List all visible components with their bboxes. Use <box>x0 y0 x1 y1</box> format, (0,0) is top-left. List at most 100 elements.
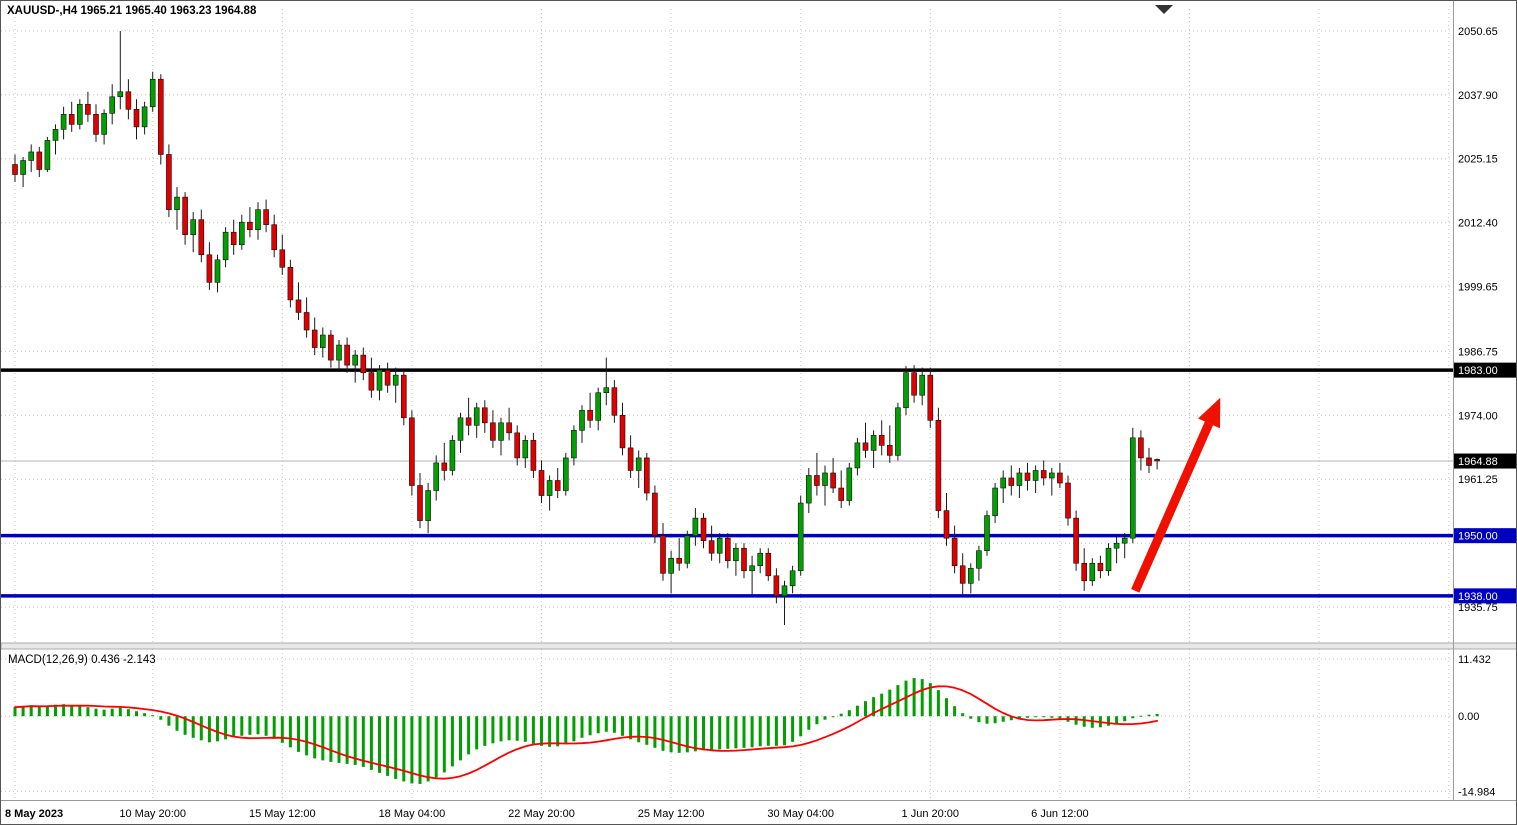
candle-body <box>765 552 772 577</box>
gridlines <box>1 9 1453 799</box>
candle-body <box>198 219 205 256</box>
macd-histogram-bar <box>1034 716 1038 718</box>
macd-histogram-bar <box>621 716 624 736</box>
macd-histogram-bar <box>815 716 819 725</box>
macd-histogram-bar <box>345 716 349 764</box>
macd-histogram-bar <box>742 716 746 748</box>
macd-histogram-bar <box>426 716 430 782</box>
candle-body <box>1130 437 1136 539</box>
candle-body <box>805 475 812 504</box>
candle-body <box>992 487 998 516</box>
candle-body <box>652 492 658 536</box>
macd-histogram-bar <box>418 716 422 784</box>
candle-body <box>1040 470 1047 479</box>
macd-histogram-bar <box>361 716 365 767</box>
macd-histogram-bar <box>1058 716 1062 720</box>
macd-histogram-bar <box>313 716 317 759</box>
candle-body <box>830 472 836 489</box>
candle-body <box>109 96 115 114</box>
pane-divider[interactable] <box>1 642 1517 650</box>
macd-histogram-bar <box>572 716 576 742</box>
macd-histogram-bar <box>240 716 244 736</box>
macd-histogram-bar <box>1107 716 1110 726</box>
candle-body <box>627 447 634 471</box>
macd-histogram-bar <box>183 716 187 735</box>
macd-histogram-bar <box>102 709 106 717</box>
macd-histogram-bar <box>459 716 462 761</box>
macd-histogram-bar <box>175 716 179 731</box>
macd-histogram-bar <box>232 716 236 738</box>
price-badge <box>1454 362 1516 378</box>
candle-body <box>400 374 407 419</box>
macd-histogram-bar <box>791 716 795 742</box>
price-axis[interactable]: 2050.65 2037.90 2025.15 2012.40 1999.65 1986.… <box>1454 26 1517 614</box>
macd-histogram-bar <box>604 716 608 732</box>
candle-body <box>1016 472 1023 486</box>
trend-arrow[interactable] <box>1131 397 1221 593</box>
candle-body <box>376 369 383 391</box>
candle-body <box>255 209 261 230</box>
candle-body <box>222 231 229 261</box>
price-badge-label: 1950.00 <box>1458 531 1498 543</box>
trend-arrow-shaft[interactable] <box>1131 421 1214 593</box>
candle-body <box>182 196 188 236</box>
macd-histogram-bar <box>353 716 357 765</box>
macd-histogram-bar <box>718 716 722 750</box>
macd-histogram-bar <box>37 706 41 717</box>
candle-body <box>506 422 512 434</box>
candle-body <box>1000 477 1007 489</box>
trend-arrow-head[interactable] <box>1198 397 1221 429</box>
macd-histogram-bar <box>904 680 908 717</box>
macd-histogram-bar <box>1131 716 1135 719</box>
macd-histogram-bar <box>62 704 66 717</box>
candle-body <box>1121 537 1128 544</box>
time-axis-label: 1 Jun 20:00 <box>902 808 960 820</box>
macd-histogram-bar <box>993 716 997 724</box>
candle-body <box>481 407 488 424</box>
price-badge <box>1454 588 1516 604</box>
macd-histogram-bar <box>726 716 730 749</box>
time-axis[interactable]: 8 May 2023 10 May 20:00 15 May 12:00 18 May… <box>5 808 1089 820</box>
macd-axis[interactable]: 11.432 0.00 -14.984 <box>1458 654 1495 799</box>
candle-body <box>490 422 496 441</box>
candle-body <box>360 354 367 373</box>
macd-histogram-bar <box>515 716 519 741</box>
candle-body <box>862 442 869 451</box>
macd-indicator-label: MACD(12,26,9) 0.436 -2.143 <box>8 654 156 666</box>
price-axis-label: 2050.65 <box>1458 26 1498 38</box>
macd-histogram-bar <box>167 716 171 726</box>
macd-histogram-bar <box>847 710 851 717</box>
candle-body <box>878 435 885 446</box>
symbol-ohlc-info: XAUUSD-,H4 1965.21 1965.40 1963.23 1964.… <box>7 5 257 17</box>
candle-body <box>1089 562 1096 582</box>
candle-body <box>279 249 286 268</box>
candle-body <box>571 430 577 459</box>
macd-histogram-bar <box>329 716 333 762</box>
scroll-to-end-icon[interactable] <box>1155 5 1173 14</box>
candle-body <box>449 440 456 471</box>
macd-histogram-bar <box>872 697 876 717</box>
candle-body <box>68 114 75 125</box>
candle-body <box>716 537 723 554</box>
price-axis-label: 1961.25 <box>1458 474 1498 486</box>
candle-body <box>125 91 132 110</box>
macd-histogram-bar <box>1026 716 1029 718</box>
candle-body <box>1146 457 1152 466</box>
candle-body <box>886 445 893 456</box>
macd-histogram-bar <box>734 716 738 749</box>
price-axis-label: 1935.75 <box>1458 602 1498 614</box>
candle-body <box>870 435 877 451</box>
macd-histogram-bar <box>280 716 284 743</box>
candle-body <box>263 209 269 225</box>
macd-histogram-bar <box>920 679 924 717</box>
macd-histogram-bar <box>1139 715 1143 717</box>
candle-body <box>643 457 650 494</box>
candle-body <box>498 422 504 441</box>
macd-histogram-bar <box>629 716 633 740</box>
macd-histogram-bar <box>321 716 325 761</box>
macd-histogram-bar <box>523 716 527 742</box>
price-badge-label: 1938.00 <box>1458 591 1498 603</box>
candle-body <box>579 409 585 431</box>
candle-body <box>1065 482 1071 519</box>
